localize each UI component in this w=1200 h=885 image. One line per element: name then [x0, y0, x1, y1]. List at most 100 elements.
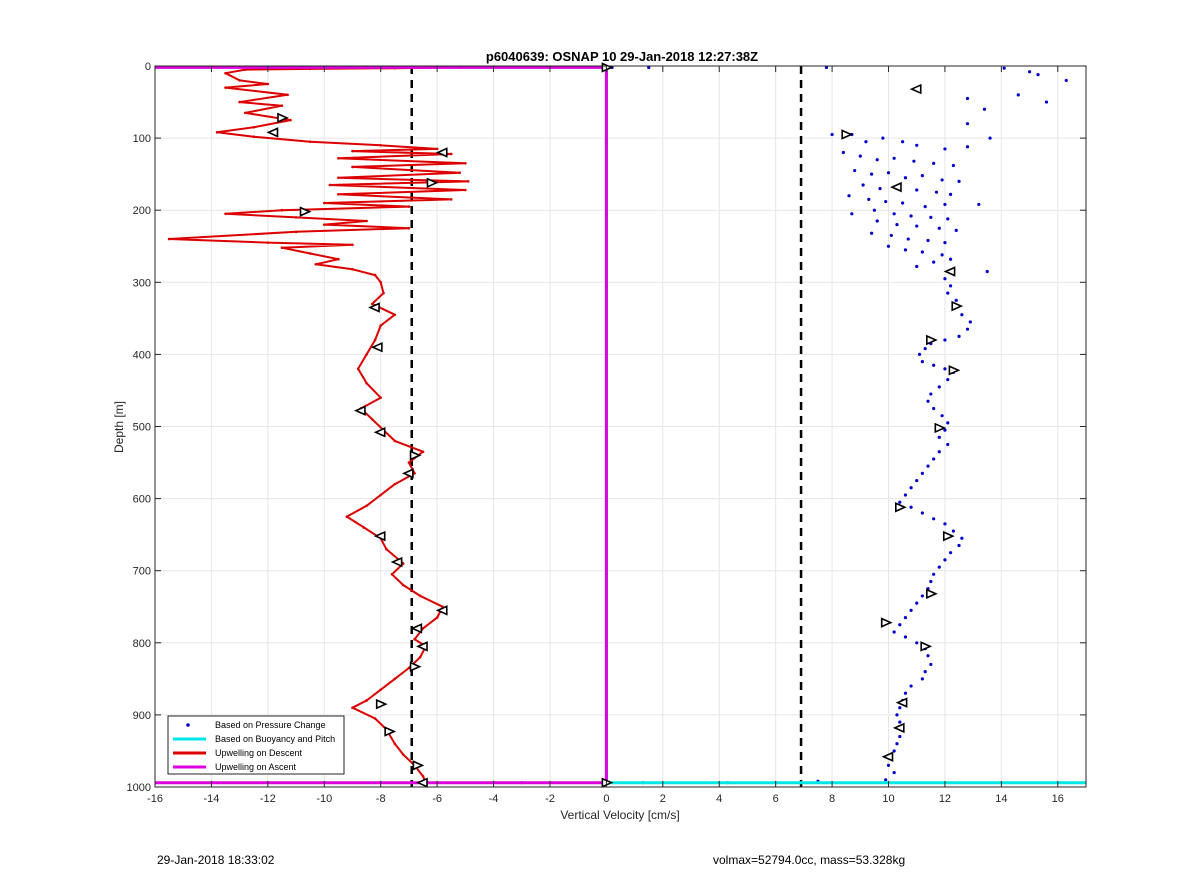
- data-point: [903, 248, 908, 252]
- triangle-marker: [412, 760, 425, 771]
- data-point: [909, 684, 913, 688]
- data-point: [280, 104, 284, 107]
- data-point: [943, 522, 947, 526]
- data-point: [920, 594, 924, 598]
- data-point: [915, 188, 919, 192]
- data-point: [308, 140, 312, 144]
- data-point: [393, 742, 397, 746]
- triangle-marker: [841, 129, 854, 140]
- triangle-marker: [892, 722, 905, 734]
- y-tick-label: 700: [133, 566, 151, 578]
- triangle-marker: [895, 502, 907, 513]
- data-point: [895, 223, 899, 227]
- data-point: [895, 742, 899, 746]
- data-point: [957, 179, 961, 183]
- data-point: [977, 202, 981, 207]
- data-point: [393, 313, 397, 317]
- data-point: [929, 662, 933, 667]
- data-point: [946, 442, 950, 447]
- data-point: [449, 198, 453, 201]
- data-point: [252, 135, 256, 138]
- data-point: [960, 536, 964, 540]
- legend-entry: Upwelling on Ascent: [215, 762, 297, 772]
- data-point: [943, 338, 947, 342]
- data-point: [909, 608, 913, 612]
- triangle-marker: [435, 147, 448, 158]
- data-point: [898, 734, 902, 739]
- data-point: [647, 65, 651, 70]
- triangle-marker: [948, 365, 961, 376]
- triangle-marker: [943, 266, 956, 277]
- y-tick-label: 100: [133, 133, 151, 145]
- data-point: [889, 233, 893, 238]
- data-point: [909, 505, 913, 509]
- triangle-marker: [410, 623, 423, 634]
- data-point: [1002, 66, 1006, 70]
- data-point: [946, 291, 950, 295]
- x-tick-label: -8: [376, 793, 386, 805]
- y-tick-label: 900: [133, 710, 151, 722]
- data-point: [413, 472, 416, 475]
- data-point: [464, 162, 467, 165]
- triangle-marker: [601, 62, 614, 73]
- data-point: [946, 421, 950, 425]
- x-tick-label: -10: [316, 793, 332, 805]
- data-point: [266, 241, 270, 244]
- triangle-marker: [353, 405, 366, 416]
- data-point: [898, 500, 902, 504]
- data-point: [294, 216, 298, 219]
- data-point: [1064, 78, 1068, 83]
- data-point: [920, 173, 924, 178]
- x-tick-label: 4: [716, 793, 722, 805]
- data-point: [968, 320, 972, 324]
- data-point: [401, 583, 405, 587]
- data-point: [915, 143, 919, 147]
- triangle-marker: [926, 334, 938, 346]
- data-point: [898, 720, 902, 724]
- data-point: [379, 493, 382, 497]
- data-point: [915, 478, 919, 483]
- data-point: [948, 284, 953, 288]
- x-axis-label: Vertical Velocity [cm/s]: [560, 808, 679, 822]
- data-point: [393, 482, 397, 486]
- triangle-marker: [601, 777, 614, 788]
- data-point: [421, 774, 425, 778]
- data-point: [407, 226, 411, 230]
- data-point: [379, 144, 382, 147]
- data-point: [884, 778, 888, 782]
- data-point: [356, 367, 360, 371]
- x-tick-label: 14: [995, 793, 1007, 805]
- y-tick-label: 400: [133, 349, 151, 361]
- data-point: [875, 219, 879, 223]
- triangle-marker: [920, 641, 933, 652]
- data-point: [418, 655, 422, 659]
- data-point: [915, 601, 919, 605]
- data-point: [421, 627, 425, 630]
- triangle-marker: [416, 641, 428, 652]
- triangle-marker: [416, 777, 428, 788]
- data-point: [875, 158, 879, 162]
- data-point: [464, 188, 467, 192]
- data-point: [892, 630, 896, 634]
- data-point: [869, 172, 874, 176]
- data-point: [920, 677, 924, 681]
- y-tick-label: 500: [133, 422, 151, 434]
- data-point: [401, 753, 405, 756]
- data-point: [946, 378, 950, 382]
- x-tick-label: -4: [489, 793, 499, 805]
- data-point: [934, 190, 939, 194]
- data-point: [901, 201, 905, 205]
- x-tick-label: 16: [1052, 793, 1064, 805]
- legend-entry: Based on Buoyancy and Pitch: [215, 734, 335, 744]
- data-point: [266, 82, 270, 86]
- data-point: [932, 457, 936, 461]
- data-point: [1044, 100, 1049, 104]
- y-tick-label: 600: [133, 494, 151, 506]
- data-point: [937, 385, 941, 389]
- data-point: [932, 363, 936, 367]
- data-point: [365, 219, 368, 223]
- data-point: [379, 688, 382, 691]
- x-tick-label: 12: [939, 793, 951, 805]
- data-point: [946, 217, 950, 221]
- y-tick-label: 1000: [127, 782, 151, 794]
